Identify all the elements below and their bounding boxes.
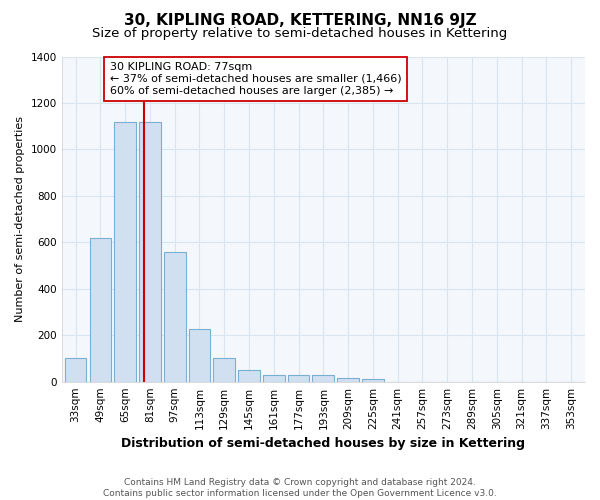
- Bar: [214, 358, 235, 382]
- Bar: [115, 122, 136, 382]
- Bar: [362, 380, 384, 382]
- Bar: [313, 376, 334, 382]
- Text: Contains HM Land Registry data © Crown copyright and database right 2024.
Contai: Contains HM Land Registry data © Crown c…: [103, 478, 497, 498]
- X-axis label: Distribution of semi-detached houses by size in Kettering: Distribution of semi-detached houses by …: [121, 437, 526, 450]
- Bar: [89, 238, 111, 382]
- Bar: [337, 378, 359, 382]
- Text: 30, KIPLING ROAD, KETTERING, NN16 9JZ: 30, KIPLING ROAD, KETTERING, NN16 9JZ: [124, 12, 476, 28]
- Text: 30 KIPLING ROAD: 77sqm
← 37% of semi-detached houses are smaller (1,466)
60% of : 30 KIPLING ROAD: 77sqm ← 37% of semi-det…: [110, 62, 401, 96]
- Text: Size of property relative to semi-detached houses in Kettering: Size of property relative to semi-detach…: [92, 28, 508, 40]
- Bar: [263, 374, 284, 382]
- Bar: [188, 330, 211, 382]
- Bar: [238, 370, 260, 382]
- Bar: [139, 122, 161, 382]
- Bar: [288, 376, 310, 382]
- Bar: [164, 252, 185, 382]
- Bar: [65, 358, 86, 382]
- Y-axis label: Number of semi-detached properties: Number of semi-detached properties: [15, 116, 25, 322]
